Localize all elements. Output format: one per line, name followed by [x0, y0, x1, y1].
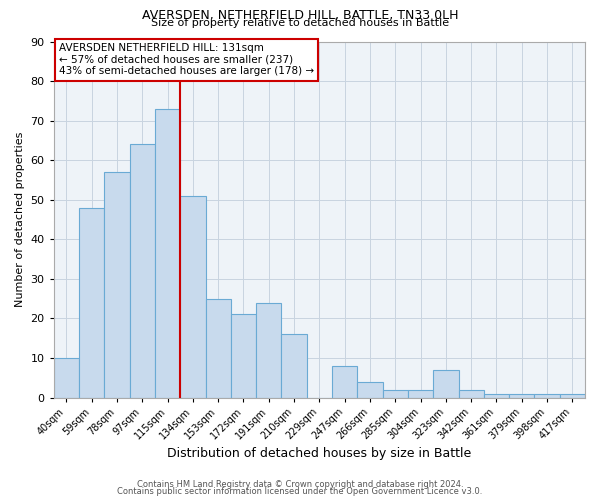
- Text: Contains public sector information licensed under the Open Government Licence v3: Contains public sector information licen…: [118, 487, 482, 496]
- Text: Contains HM Land Registry data © Crown copyright and database right 2024.: Contains HM Land Registry data © Crown c…: [137, 480, 463, 489]
- Bar: [54, 358, 79, 398]
- Bar: [206, 298, 231, 398]
- Bar: [155, 108, 180, 398]
- Bar: [535, 394, 560, 398]
- Y-axis label: Number of detached properties: Number of detached properties: [15, 132, 25, 307]
- Bar: [104, 172, 130, 398]
- Bar: [130, 144, 155, 398]
- Bar: [358, 382, 383, 398]
- Bar: [458, 390, 484, 398]
- Text: AVERSDEN, NETHERFIELD HILL, BATTLE, TN33 0LH: AVERSDEN, NETHERFIELD HILL, BATTLE, TN33…: [142, 9, 458, 22]
- Bar: [433, 370, 458, 398]
- Bar: [256, 302, 281, 398]
- Bar: [281, 334, 307, 398]
- Bar: [79, 208, 104, 398]
- Bar: [383, 390, 408, 398]
- Bar: [560, 394, 585, 398]
- Bar: [231, 314, 256, 398]
- Bar: [484, 394, 509, 398]
- Text: AVERSDEN NETHERFIELD HILL: 131sqm
← 57% of detached houses are smaller (237)
43%: AVERSDEN NETHERFIELD HILL: 131sqm ← 57% …: [59, 44, 314, 76]
- Bar: [509, 394, 535, 398]
- Bar: [180, 196, 206, 398]
- Bar: [332, 366, 358, 398]
- Text: Size of property relative to detached houses in Battle: Size of property relative to detached ho…: [151, 18, 449, 28]
- X-axis label: Distribution of detached houses by size in Battle: Distribution of detached houses by size …: [167, 447, 472, 460]
- Bar: [408, 390, 433, 398]
